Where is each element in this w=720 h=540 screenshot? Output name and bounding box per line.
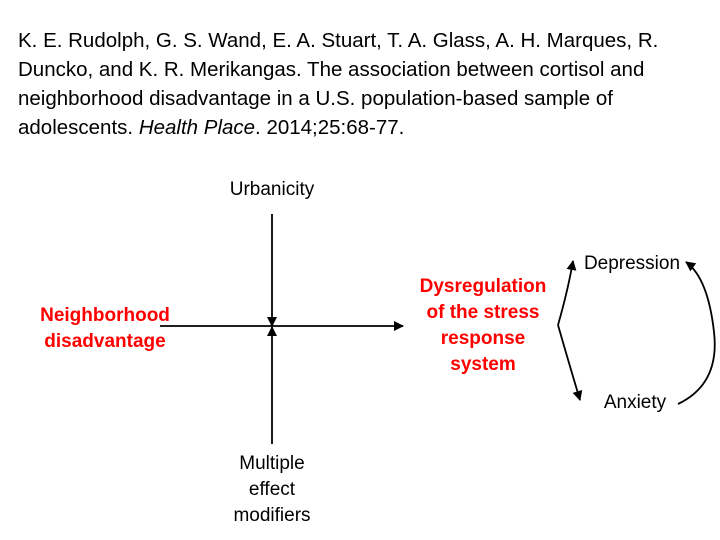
citation: K. E. Rudolph, G. S. Wand, E. A. Stuart,… [18,26,708,142]
urbanicity-label: Urbanicity [229,179,315,200]
anxiety-branch-arrow [557,324,583,401]
citation-text: K. E. Rudolph, G. S. Wand, E. A. Stuart,… [18,29,659,139]
citation-details: . 2014;25:68-77. [255,116,405,139]
depression-branch-arrow [557,260,577,326]
citation-journal: Health Place [138,116,256,139]
anxiety-label: Anxiety [603,392,667,413]
multiple-effect-modifiers-label: Multiple effect modifiers [233,453,311,526]
depression-label: Depression [583,253,681,274]
stress-response-label: Dysregulation of the stress response sys… [419,276,547,375]
feedback-curve-arrow [677,261,716,405]
neighborhood-disadvantage-label: Neighborhood disadvantage [40,305,170,352]
